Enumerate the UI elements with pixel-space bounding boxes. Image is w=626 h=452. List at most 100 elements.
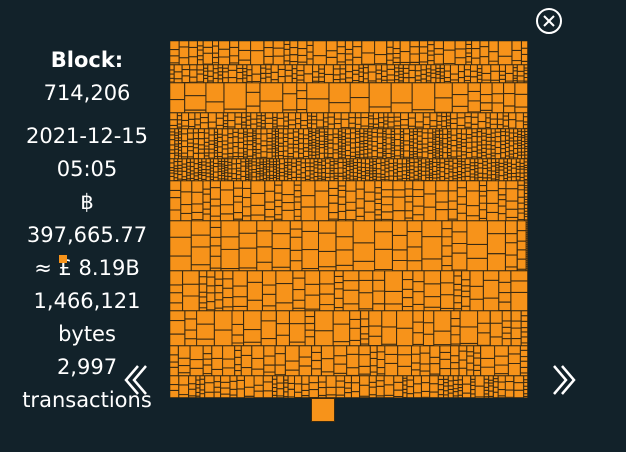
- transaction-cell[interactable]: [367, 131, 373, 136]
- transaction-cell[interactable]: [368, 336, 382, 346]
- transaction-cell[interactable]: [214, 152, 218, 157]
- transaction-cell[interactable]: [525, 244, 528, 247]
- transaction-cell[interactable]: [377, 351, 385, 360]
- transaction-cell[interactable]: [406, 163, 410, 167]
- transaction-cell[interactable]: [393, 57, 401, 63]
- transaction-cell[interactable]: [525, 228, 528, 231]
- transaction-cell[interactable]: [292, 270, 305, 279]
- transaction-cell[interactable]: [241, 117, 247, 123]
- transaction-cell[interactable]: [507, 173, 512, 178]
- transaction-cell[interactable]: [333, 74, 341, 80]
- transaction-cell[interactable]: [466, 244, 488, 259]
- transaction-cell[interactable]: [430, 77, 436, 83]
- transaction-cell[interactable]: [513, 136, 518, 142]
- transaction-cell[interactable]: [462, 375, 471, 385]
- transaction-cell[interactable]: [502, 320, 512, 328]
- transaction-cell[interactable]: [324, 128, 328, 133]
- transaction-cell[interactable]: [195, 375, 201, 381]
- transaction-cell[interactable]: [384, 161, 389, 165]
- transaction-cell[interactable]: [364, 192, 375, 202]
- transaction-cell[interactable]: [321, 165, 326, 169]
- transaction-cell[interactable]: [364, 201, 375, 213]
- transaction-cell[interactable]: [513, 128, 518, 134]
- transaction-cell[interactable]: [351, 375, 360, 383]
- transaction-cell[interactable]: [381, 204, 393, 212]
- transaction-cell[interactable]: [524, 187, 528, 191]
- transaction-cell[interactable]: [358, 345, 371, 355]
- transaction-cell[interactable]: [517, 152, 522, 156]
- transaction-cell[interactable]: [330, 176, 335, 181]
- transaction-cell[interactable]: [238, 156, 244, 159]
- transaction-cell[interactable]: [181, 140, 188, 147]
- transaction-cell[interactable]: [238, 133, 244, 139]
- transaction-cell[interactable]: [328, 102, 351, 113]
- transaction-cell[interactable]: [303, 73, 313, 83]
- transaction-cell[interactable]: [439, 359, 451, 369]
- transaction-cell[interactable]: [204, 382, 215, 393]
- transaction-cell[interactable]: [296, 169, 302, 175]
- transaction-cell[interactable]: [426, 64, 431, 69]
- transaction-cell[interactable]: [301, 167, 306, 173]
- transaction-cell[interactable]: [487, 163, 492, 168]
- transaction-cell[interactable]: [525, 224, 528, 227]
- transaction-cell[interactable]: [436, 158, 440, 163]
- transaction-cell[interactable]: [456, 128, 462, 134]
- transaction-cell[interactable]: [421, 158, 426, 164]
- transaction-cell[interactable]: [502, 338, 512, 346]
- transaction-cell[interactable]: [403, 64, 410, 69]
- transaction-cell[interactable]: [448, 171, 454, 177]
- transaction-cell[interactable]: [441, 220, 453, 229]
- transaction-cell[interactable]: [266, 169, 270, 172]
- transaction-cell[interactable]: [406, 160, 410, 164]
- transaction-cell[interactable]: [169, 62, 180, 65]
- transaction-cell[interactable]: [211, 345, 223, 359]
- transaction-cell[interactable]: [446, 116, 451, 120]
- transaction-cell[interactable]: [473, 357, 481, 366]
- transaction-cell[interactable]: [345, 141, 351, 146]
- transaction-cell[interactable]: [436, 170, 440, 175]
- transaction-cell[interactable]: [256, 149, 262, 154]
- transaction-cell[interactable]: [491, 102, 504, 113]
- transaction-cell[interactable]: [524, 139, 528, 142]
- transaction-cell[interactable]: [275, 133, 279, 137]
- transaction-cell[interactable]: [333, 143, 339, 150]
- transaction-cell[interactable]: [453, 308, 462, 311]
- transaction-cell[interactable]: [272, 146, 276, 149]
- transaction-cell[interactable]: [367, 144, 373, 150]
- transaction-cell[interactable]: [441, 126, 447, 129]
- transaction-cell[interactable]: [418, 158, 422, 161]
- transaction-cell[interactable]: [457, 158, 462, 162]
- transaction-cell[interactable]: [222, 297, 233, 307]
- transaction-cell[interactable]: [457, 204, 467, 214]
- transaction-cell[interactable]: [447, 148, 452, 153]
- transaction-cell[interactable]: [376, 158, 382, 164]
- transaction-cell[interactable]: [295, 123, 301, 129]
- transaction-cell[interactable]: [503, 158, 508, 163]
- transaction-cell[interactable]: [434, 40, 444, 49]
- transaction-cell[interactable]: [394, 145, 401, 151]
- transaction-cell[interactable]: [352, 74, 360, 81]
- transaction-cell[interactable]: [499, 64, 506, 72]
- transaction-cell[interactable]: [524, 158, 528, 163]
- transaction-cell[interactable]: [241, 355, 252, 368]
- transaction-cell[interactable]: [422, 147, 428, 152]
- transaction-cell[interactable]: [451, 220, 467, 232]
- transaction-cell[interactable]: [313, 55, 327, 65]
- transaction-cell[interactable]: [372, 280, 385, 292]
- transaction-cell[interactable]: [169, 310, 185, 321]
- transaction-cell[interactable]: [327, 147, 334, 154]
- transaction-cell[interactable]: [341, 139, 346, 144]
- transaction-cell[interactable]: [202, 209, 211, 215]
- transaction-cell[interactable]: [521, 342, 528, 346]
- transaction-cell[interactable]: [273, 158, 277, 162]
- transaction-cell[interactable]: [450, 118, 458, 124]
- transaction-cell[interactable]: [439, 140, 443, 143]
- transaction-cell[interactable]: [358, 354, 371, 367]
- transaction-cell[interactable]: [513, 78, 518, 81]
- transaction-cell[interactable]: [435, 180, 449, 191]
- transaction-cell[interactable]: [461, 151, 467, 155]
- transaction-cell[interactable]: [288, 389, 295, 398]
- transaction-cell[interactable]: [174, 149, 179, 154]
- transaction-cell[interactable]: [524, 193, 528, 197]
- transaction-cell[interactable]: [465, 176, 471, 181]
